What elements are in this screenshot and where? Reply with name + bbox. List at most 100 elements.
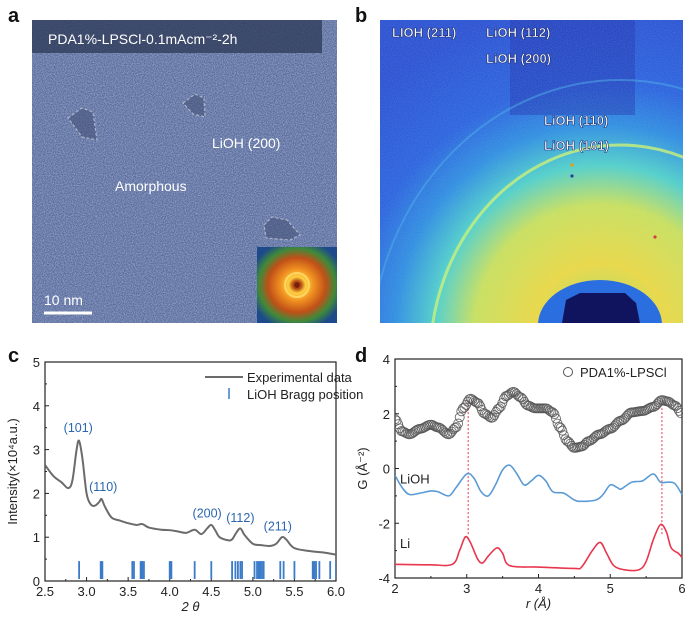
pda-data-point: [472, 397, 483, 408]
pda-data-point: [395, 419, 404, 430]
pda-data-point: [566, 441, 577, 451]
pda-data-point: [484, 412, 495, 422]
legend-label-bragg: LiOH Bragg position: [247, 387, 363, 402]
x-tick-label: 5.5: [285, 584, 303, 599]
plot-area: [395, 386, 683, 572]
x-tick-label: 3.0: [78, 584, 96, 599]
y-tick-label: 0: [33, 574, 40, 589]
sample-title: PDA1%-LPSCl-0.1mAcm⁻²-2h: [48, 31, 237, 47]
title-band: [32, 20, 322, 53]
pda-data-point: [517, 394, 528, 405]
x-tick-label: 4: [535, 581, 542, 596]
peak-label: (200): [193, 506, 222, 520]
label-lioh-211: LIOH (211): [392, 25, 456, 40]
lioh-region-outline: [67, 107, 98, 141]
label-lioh-200: LiOH (200): [486, 51, 551, 66]
panel-letter-b: b: [355, 5, 367, 27]
pda-data-point: [612, 417, 623, 428]
pda-data-point: [653, 397, 664, 408]
pda-data-point: [438, 426, 449, 437]
x-axis-label: r (Å): [526, 596, 551, 611]
pda-data-point: [581, 437, 591, 448]
lioh-region-outline: [263, 216, 301, 241]
pda-data-point: [457, 403, 468, 414]
y-tick-label: 2: [383, 407, 390, 422]
lioh-region-outline: [182, 93, 206, 118]
pda-data-point: [473, 398, 484, 409]
x-tick-label: 5.0: [244, 584, 262, 599]
diffraction-pattern: [380, 20, 683, 323]
label-lioh-200: LiOH (200): [212, 135, 280, 151]
experimental-data-line: [45, 439, 336, 556]
y-axis-label: Intensity(×10⁴a.u.): [5, 418, 20, 524]
pda-data-point: [497, 397, 508, 408]
label-lioh-110: LiOH (110): [544, 113, 608, 128]
plot-area: [45, 439, 336, 579]
tem-image: [32, 20, 337, 323]
x-tick-label: 6.0: [327, 584, 345, 599]
pda-data-point: [599, 426, 610, 437]
xrd-chart: 2.5 3.0 3.5 4.0 4.5 5.0 5.5 6.0 0 1 2 3 4 5 2 θ Intensi…: [5, 355, 363, 614]
x-tick-label: 2: [391, 581, 398, 596]
pda-data-point: [456, 406, 467, 417]
lioh-line: [395, 464, 683, 503]
beam-stop: [562, 293, 640, 323]
pda-data-point: [675, 408, 683, 419]
label-lioh-101: LiOH (101): [544, 138, 609, 153]
pda-data-point: [505, 388, 516, 399]
pda-data-point: [483, 410, 494, 421]
peak-label: (110): [89, 480, 117, 494]
x-tick-label: 4.5: [202, 584, 220, 599]
y-tick-label: 4: [383, 352, 390, 367]
fft-inset: [257, 247, 337, 323]
pda-data-point: [674, 405, 683, 416]
peak-label: (112): [226, 511, 254, 525]
pda-data-point: [462, 396, 473, 407]
plot-frame: [394, 358, 683, 579]
peak-label: (101): [64, 421, 93, 435]
series-label-lioh: LiOH: [400, 472, 430, 487]
peak-label: (211): [264, 520, 292, 534]
pda-data-point: [554, 421, 565, 432]
label-lioh-112: LiOH (112): [486, 25, 550, 40]
y-tick-label: 3: [33, 443, 40, 458]
panel-letter-a: a: [8, 5, 20, 27]
pda-data-point: [468, 395, 479, 406]
y-tick-label: -2: [378, 516, 390, 531]
pda-data-point: [420, 422, 430, 433]
x-axis-label: 2 θ: [181, 599, 200, 614]
legend-label-pda: PDA1%-LPSCl: [580, 365, 667, 380]
legend-marker-pda: [563, 367, 573, 377]
pda-data-point: [555, 422, 566, 433]
pda-data-point: [453, 418, 464, 429]
y-tick-label: 2: [33, 486, 40, 501]
pda-data-point: [399, 427, 410, 438]
pda-data-point: [547, 407, 558, 418]
x-tick-label: 3.5: [119, 584, 137, 599]
pda-data-point: [623, 409, 634, 419]
pda-data-point: [655, 395, 666, 406]
pda-data-point: [557, 425, 568, 436]
pda-data-point: [543, 404, 554, 415]
pda-data-point: [503, 389, 514, 400]
scale-bar-label: 10 nm: [44, 292, 83, 308]
ring-101: [431, 143, 683, 323]
y-tick-label: 4: [33, 399, 40, 414]
y-tick-label: 5: [33, 355, 40, 370]
pda-data-point: [672, 403, 683, 414]
y-tick-label: -4: [378, 571, 390, 586]
legend-label-experimental: Experimental data: [247, 370, 353, 385]
pda-data-point: [492, 404, 503, 415]
pda-data-point: [395, 414, 400, 425]
pda-data-point: [551, 413, 561, 424]
label-amorphous: Amorphous: [115, 178, 187, 194]
x-tick-label: 4.0: [161, 584, 179, 599]
x-tick-label: 6: [678, 581, 685, 596]
pda-data-point: [454, 412, 465, 423]
pda-data-point: [524, 400, 535, 411]
panel-letter-c: c: [8, 345, 19, 367]
li-line: [395, 523, 683, 572]
pda-data-point: [590, 431, 601, 442]
